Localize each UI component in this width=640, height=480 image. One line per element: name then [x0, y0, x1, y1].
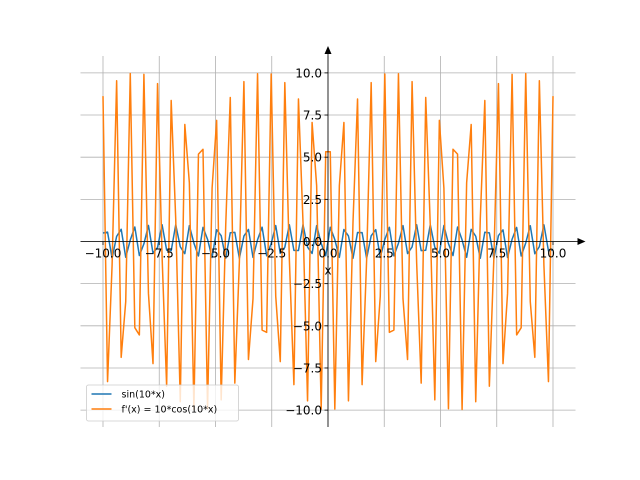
- axes: −10.0 −7.5 −5.0 −2.5 0.0 2.5 5.0 7.5 10.0 −10.0 −7…: [80, 46, 586, 427]
- y-tick-label: 5.0: [303, 151, 322, 165]
- x-tick-label: −5.0: [201, 247, 230, 261]
- legend: sin(10*x) f'(x) = 10*cos(10*x): [86, 384, 239, 422]
- x-tick-label: 7.5: [487, 247, 506, 261]
- y-tick-label: −10.0: [285, 404, 322, 418]
- x-tick-label: −10.0: [85, 247, 122, 261]
- x-tick-label: 5.0: [431, 247, 450, 261]
- x-tick-label: −2.5: [257, 247, 286, 261]
- x-tick-label: −7.5: [145, 247, 174, 261]
- x-axis-arrow: [577, 238, 586, 245]
- y-tick-label: 2.5: [303, 193, 322, 207]
- legend-label: sin(10*x): [122, 390, 165, 401]
- x-tick-label: 2.5: [375, 247, 394, 261]
- legend-box: [86, 384, 239, 422]
- y-axis-arrow: [324, 46, 332, 54]
- x-axis-label: x: [324, 264, 331, 278]
- y-tick-label: 10.0: [295, 66, 322, 80]
- y-tick-label: 0.0: [303, 235, 322, 249]
- legend-label: f'(x) = 10*cos(10*x): [122, 405, 218, 416]
- x-tick-label: 10.0: [540, 247, 567, 261]
- y-tick-label: −2.5: [293, 277, 322, 291]
- y-tick-label: 7.5: [303, 109, 322, 123]
- y-tick-label: −5.0: [293, 319, 322, 333]
- y-tick-label: −7.5: [293, 361, 322, 375]
